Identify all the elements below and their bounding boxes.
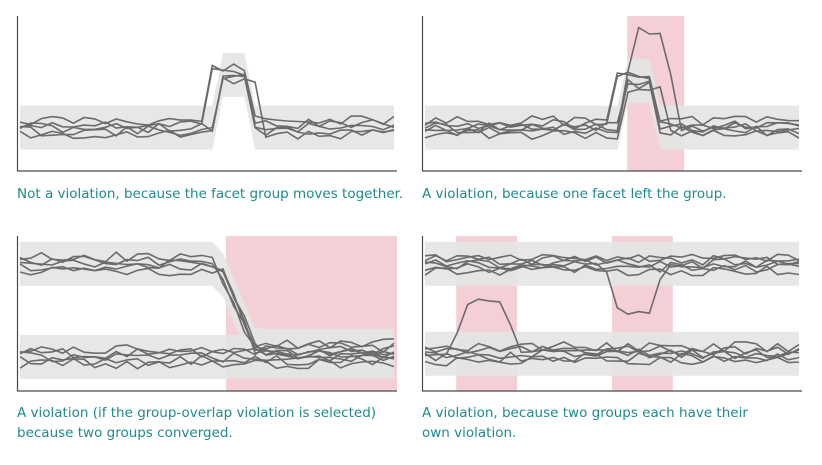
facet-line-1-2 xyxy=(19,255,395,354)
facet-line-2-3 xyxy=(19,351,395,363)
variance-band-1 xyxy=(425,59,799,150)
facet-line-1-5 xyxy=(19,76,395,140)
facet-line-1-3 xyxy=(424,258,800,270)
facet-line-1-3 xyxy=(19,74,395,134)
caption-3: A violation (if the group-overlap violat… xyxy=(17,405,377,441)
facet-line-2-5 xyxy=(424,355,800,367)
facet-line-1-1 xyxy=(424,253,800,263)
outlier-line-1 xyxy=(424,26,800,133)
facet-line-2-5 xyxy=(19,358,395,370)
facet-line-2-4 xyxy=(424,351,800,364)
chart-3 xyxy=(16,236,397,392)
facet-line-1-5 xyxy=(424,265,800,277)
caption-1: Not a violation, because the facet group… xyxy=(17,186,404,202)
chart-2 xyxy=(421,16,802,172)
outlier-line-1 xyxy=(424,298,800,359)
facet-line-1-4 xyxy=(424,78,800,137)
facet-line-2-2 xyxy=(424,345,800,356)
facet-line-1-2 xyxy=(19,67,395,130)
facet-line-2-1 xyxy=(19,344,395,356)
facet-line-1-5 xyxy=(19,266,395,363)
facet-line-1-3 xyxy=(424,80,800,134)
outlier-line-2 xyxy=(424,259,800,316)
facet-line-1-5 xyxy=(424,85,800,141)
chart-1 xyxy=(16,16,397,172)
caption-2: A violation, because one facet left the … xyxy=(422,186,727,202)
chart-4 xyxy=(421,236,802,392)
facet-line-1-4 xyxy=(424,261,799,274)
variance-band-1 xyxy=(20,52,394,150)
facet-line-1-4 xyxy=(19,73,395,137)
caption-4: A violation, because two groups each hav… xyxy=(422,405,748,441)
variance-band-2 xyxy=(425,331,799,376)
facet-line-2-1 xyxy=(424,341,800,353)
variance-band-1 xyxy=(425,241,799,286)
